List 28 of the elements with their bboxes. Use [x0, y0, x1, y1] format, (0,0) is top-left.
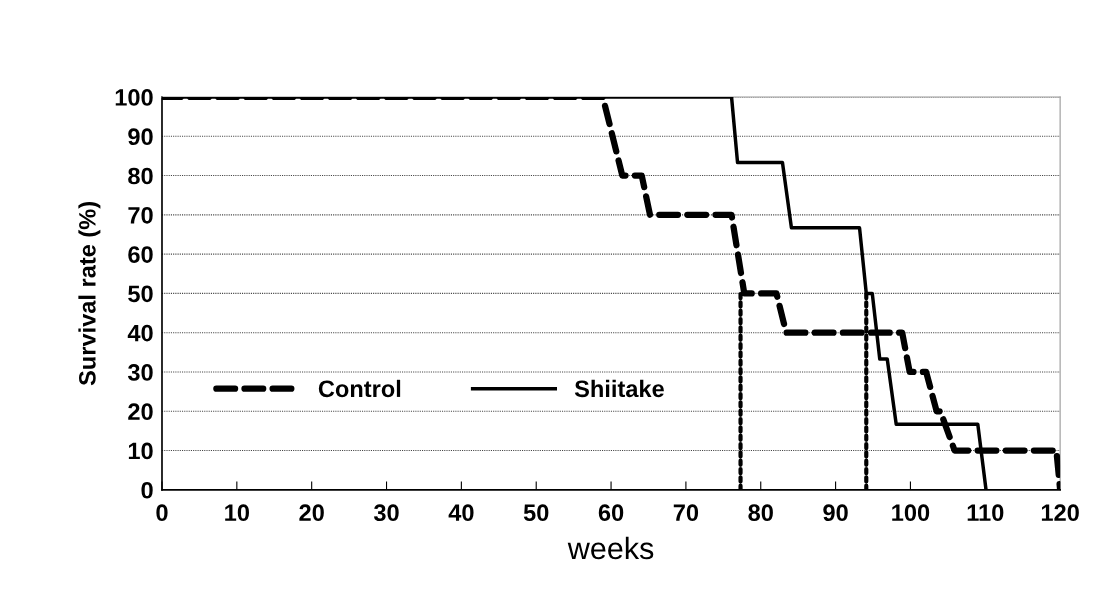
x-tick-label: 80	[748, 504, 773, 522]
legend-label: Control	[318, 379, 401, 398]
y-tick-label: 60	[128, 246, 153, 263]
x-tick-label: 10	[225, 504, 249, 522]
x-tick-label: 70	[673, 504, 699, 522]
x-tick-label: 0	[156, 504, 168, 522]
x-tick-label: 30	[373, 504, 399, 522]
y-tick-label: 100	[115, 89, 153, 106]
x-tick-label: 100	[892, 504, 930, 522]
y-axis-title: Survival rate (%)	[78, 202, 101, 386]
x-tick-label: 120	[1041, 504, 1079, 522]
y-tick-label: 30	[127, 364, 153, 381]
x-tick-label: 50	[523, 504, 549, 522]
x-tick-label: 60	[598, 504, 624, 522]
legend-label: Shiitake	[574, 379, 664, 398]
y-tick-label: 40	[127, 324, 153, 342]
y-tick-label: 20	[128, 403, 153, 421]
y-tick-label: 10	[128, 442, 153, 460]
y-tick-label: 80	[128, 167, 153, 185]
y-tick-label: 50	[128, 285, 153, 303]
y-tick-label: 0	[141, 481, 153, 499]
x-tick-label: 20	[299, 504, 324, 522]
x-axis-title: weeks	[567, 536, 654, 560]
x-tick-label: 90	[823, 504, 848, 522]
y-tick-label: 90	[128, 128, 153, 146]
x-tick-label: 40	[448, 504, 474, 522]
x-tick-label: 110	[967, 504, 1004, 522]
y-tick-label: 70	[128, 206, 153, 224]
